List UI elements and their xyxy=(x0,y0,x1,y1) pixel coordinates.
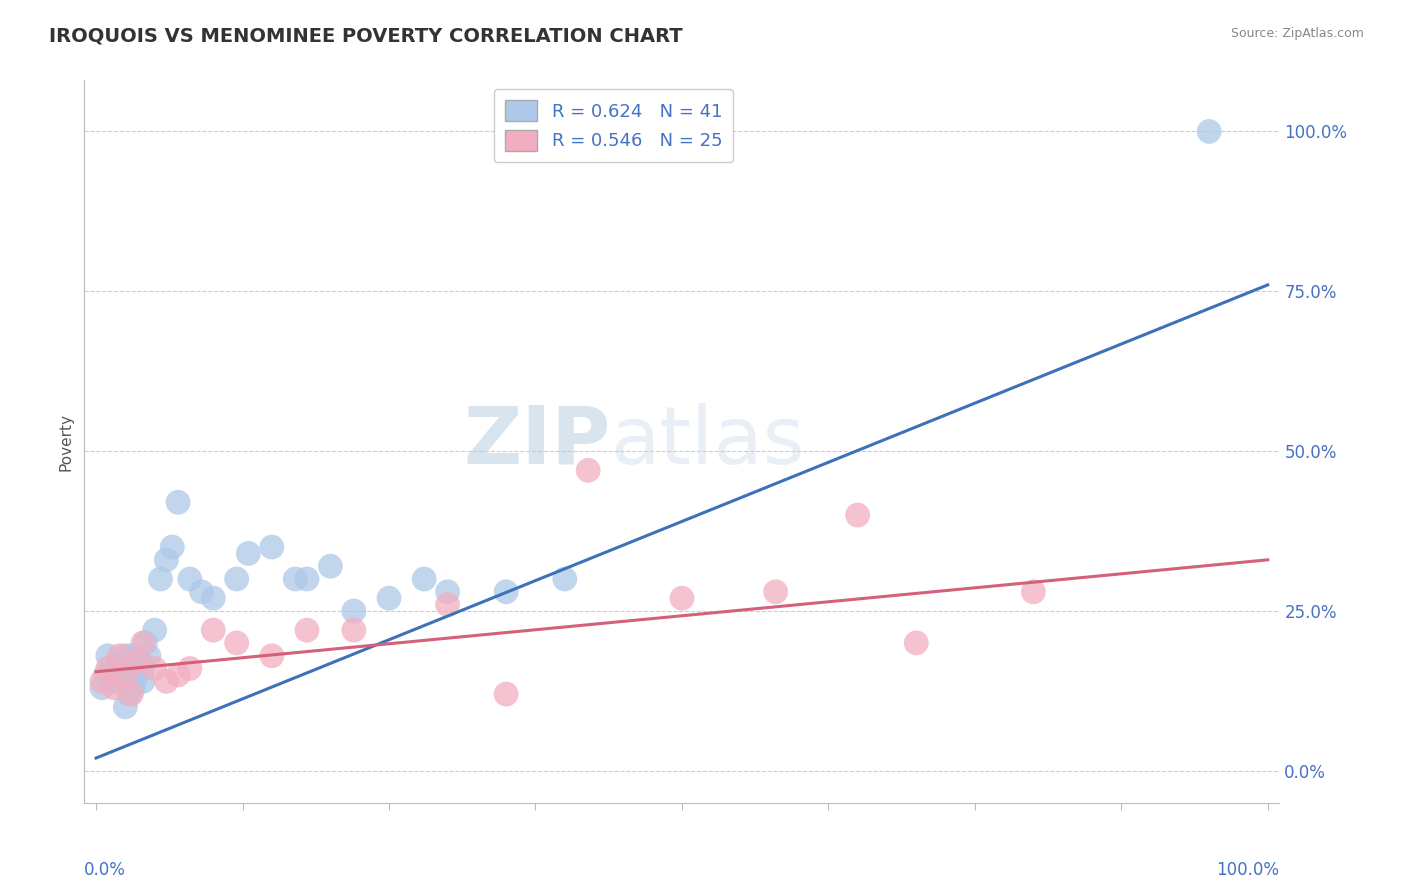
Point xyxy=(155,674,177,689)
Point xyxy=(97,648,120,663)
Point xyxy=(554,572,576,586)
Point xyxy=(260,540,283,554)
Point xyxy=(260,648,283,663)
Point xyxy=(98,674,121,689)
Point xyxy=(118,687,141,701)
Point xyxy=(378,591,401,606)
Point xyxy=(122,681,145,695)
Point xyxy=(120,668,142,682)
Point xyxy=(167,495,190,509)
Point xyxy=(114,648,136,663)
Point xyxy=(105,655,128,669)
Point xyxy=(97,661,120,675)
Text: ZIP: ZIP xyxy=(463,402,610,481)
Point xyxy=(103,661,125,675)
Point xyxy=(149,572,172,586)
Point xyxy=(167,668,190,682)
Point xyxy=(120,648,142,663)
Point xyxy=(94,668,117,682)
Point xyxy=(765,584,787,599)
Point xyxy=(436,584,458,599)
Point xyxy=(162,540,183,554)
Point xyxy=(179,572,201,586)
Point xyxy=(90,681,114,695)
Point xyxy=(905,636,928,650)
Point xyxy=(108,674,131,689)
Point xyxy=(114,668,136,682)
Point xyxy=(225,636,247,650)
Point xyxy=(190,584,212,599)
Point xyxy=(127,655,149,669)
Point xyxy=(108,648,131,663)
Point xyxy=(576,463,599,477)
Point xyxy=(1198,124,1220,138)
Point xyxy=(295,572,318,586)
Point xyxy=(319,559,342,574)
Point xyxy=(132,661,155,675)
Point xyxy=(120,687,142,701)
Point xyxy=(129,655,152,669)
Point xyxy=(127,668,149,682)
Point xyxy=(179,661,201,675)
Point xyxy=(202,623,225,637)
Point xyxy=(132,674,155,689)
Point xyxy=(202,591,225,606)
Point xyxy=(495,687,517,701)
Point xyxy=(134,636,156,650)
Point xyxy=(225,572,247,586)
Legend: R = 0.624   N = 41, R = 0.546   N = 25: R = 0.624 N = 41, R = 0.546 N = 25 xyxy=(494,89,733,161)
Y-axis label: Poverty: Poverty xyxy=(58,412,73,471)
Point xyxy=(671,591,693,606)
Point xyxy=(343,623,366,637)
Point xyxy=(343,604,366,618)
Text: IROQUOIS VS MENOMINEE POVERTY CORRELATION CHART: IROQUOIS VS MENOMINEE POVERTY CORRELATIO… xyxy=(49,27,683,45)
Point xyxy=(155,553,177,567)
Point xyxy=(413,572,436,586)
Point xyxy=(138,648,160,663)
Text: Source: ZipAtlas.com: Source: ZipAtlas.com xyxy=(1230,27,1364,40)
Text: atlas: atlas xyxy=(610,402,804,481)
Point xyxy=(90,674,114,689)
Point xyxy=(284,572,307,586)
Point xyxy=(495,584,517,599)
Point xyxy=(143,661,166,675)
Point xyxy=(111,661,134,675)
Point xyxy=(846,508,869,522)
Text: 100.0%: 100.0% xyxy=(1216,861,1279,879)
Point xyxy=(114,699,136,714)
Point xyxy=(103,681,125,695)
Text: 0.0%: 0.0% xyxy=(84,861,127,879)
Point xyxy=(1022,584,1045,599)
Point xyxy=(295,623,318,637)
Point xyxy=(143,623,166,637)
Point xyxy=(132,636,155,650)
Point xyxy=(238,546,260,560)
Point xyxy=(436,598,458,612)
